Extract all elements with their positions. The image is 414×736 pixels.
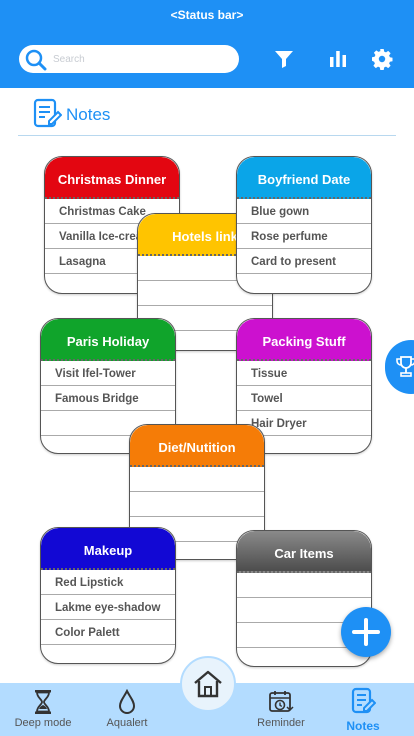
nav-reminder[interactable]: Reminder — [241, 683, 321, 736]
search-input[interactable] — [53, 49, 228, 69]
card-item: Blue gown — [237, 199, 371, 224]
calendar-clock-icon — [269, 691, 294, 712]
card-item — [138, 281, 272, 306]
notes-header: Notes — [18, 96, 396, 136]
water-drop-icon — [118, 689, 136, 714]
card-item — [138, 306, 272, 331]
nav-aqualert[interactable]: Aqualert — [87, 683, 167, 736]
home-button[interactable] — [180, 656, 236, 712]
card-item: Visit Ifel-Tower — [41, 361, 175, 386]
card-title: Makeup — [41, 528, 175, 570]
note-card-paris-holiday[interactable]: Paris Holiday Visit Ifel-Tower Famous Br… — [40, 318, 176, 454]
note-card-boyfriend-date[interactable]: Boyfriend Date Blue gown Rose perfume Ca… — [236, 156, 372, 294]
status-bar: <Status bar> — [0, 0, 414, 30]
card-item: Christmas Cake — [45, 199, 179, 224]
card-item: Lakme eye-shadow — [41, 595, 175, 620]
hourglass-icon — [35, 690, 51, 714]
card-item — [41, 645, 175, 663]
gear-icon[interactable] — [370, 47, 394, 71]
card-item: Lasagna — [45, 249, 179, 274]
nav-deep-mode[interactable]: Deep mode — [3, 683, 83, 736]
card-item: Card to present — [237, 249, 371, 274]
nav-label: Reminder — [257, 717, 305, 729]
app-bar — [0, 30, 414, 88]
card-item — [130, 467, 264, 492]
filter-icon[interactable] — [272, 47, 296, 71]
notes-icon — [351, 687, 376, 714]
notes-title: Notes — [66, 105, 111, 124]
nav-label: Notes — [346, 719, 380, 733]
card-item: Vanilla Ice-cream — [45, 224, 179, 249]
search-box[interactable] — [19, 45, 239, 73]
card-item: Famous Bridge — [41, 386, 175, 411]
card-item: Color Palett — [41, 620, 175, 645]
plus-icon — [352, 618, 380, 646]
home-icon — [194, 670, 222, 698]
add-note-button[interactable] — [341, 607, 391, 657]
trophy-icon — [396, 356, 414, 377]
bar-chart-icon[interactable] — [326, 47, 350, 71]
card-title: Christmas Dinner — [45, 157, 179, 199]
card-item — [237, 573, 371, 598]
nav-label: Deep mode — [14, 717, 72, 729]
card-item — [130, 492, 264, 517]
card-title: Packing Stuff — [237, 319, 371, 361]
card-item — [41, 411, 175, 436]
nav-notes[interactable]: Notes — [323, 683, 403, 736]
card-item — [237, 598, 371, 623]
card-title: Diet/Nutition — [130, 425, 264, 467]
card-title: Paris Holiday — [41, 319, 175, 361]
nav-label: Aqualert — [106, 717, 148, 729]
card-item — [237, 274, 371, 293]
notes-icon — [33, 98, 62, 128]
card-item: Hair Dryer — [237, 411, 371, 436]
card-item: Rose perfume — [237, 224, 371, 249]
card-item: Tissue — [237, 361, 371, 386]
card-item — [138, 256, 272, 281]
card-item — [237, 623, 371, 648]
search-icon — [25, 49, 47, 71]
card-item: Red Lipstick — [41, 570, 175, 595]
note-card-makeup[interactable]: Makeup Red Lipstick Lakme eye-shadow Col… — [40, 527, 176, 664]
card-item — [130, 517, 264, 542]
card-item: Towel — [237, 386, 371, 411]
trophy-button[interactable] — [385, 340, 414, 394]
card-title: Boyfriend Date — [237, 157, 371, 199]
note-card-car-items[interactable]: Car Items — [236, 530, 372, 667]
card-title: Car Items — [237, 531, 371, 573]
